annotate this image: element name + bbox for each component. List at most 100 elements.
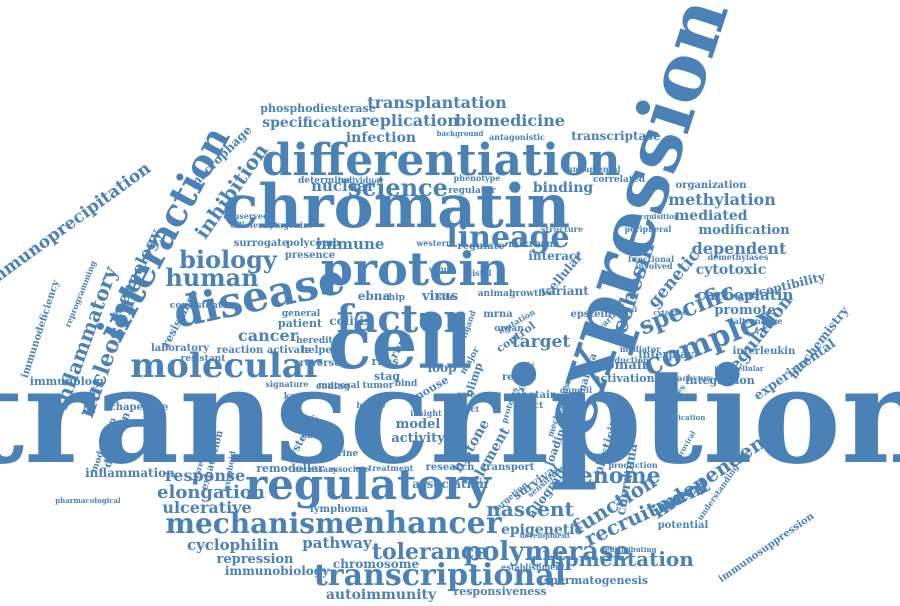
word-effect-193: effect bbox=[515, 401, 544, 411]
word-surrogate-100: surrogate bbox=[234, 238, 289, 249]
word-organization-55: organization bbox=[676, 180, 748, 191]
word-reverse-163: reverse bbox=[299, 358, 340, 369]
word-model-93: model bbox=[396, 417, 441, 432]
word-regulator-144: regulator bbox=[448, 186, 496, 196]
word-chip-148: chip bbox=[383, 293, 405, 303]
word-promote-57: promote bbox=[714, 303, 775, 318]
word-immunosuppression-111: immunosuppression bbox=[717, 510, 817, 585]
word-phenotype-145: phenotype bbox=[454, 173, 501, 183]
word-patient-89: patient bbox=[278, 317, 323, 330]
word-tolerance-22: tolerance bbox=[372, 539, 488, 565]
word-nascent-33: nascent bbox=[486, 497, 574, 521]
word-laboratory-82: laboratory bbox=[151, 343, 210, 354]
word-molecular-9: molecular bbox=[130, 346, 323, 386]
word-remodeller-108: remodeller bbox=[256, 462, 324, 475]
word-microrna-104: microrna bbox=[508, 239, 560, 250]
word-chipmentation-34: chipmentation bbox=[530, 547, 694, 571]
word-elongation-31: elongation bbox=[157, 482, 265, 503]
word-associate-157: associate bbox=[328, 464, 369, 474]
word-science-18: science bbox=[348, 173, 448, 202]
word-western-133: western bbox=[415, 238, 451, 248]
word-tumor-117: tumor bbox=[363, 381, 394, 391]
word-implication-172: implication bbox=[661, 413, 706, 422]
word-biomedicine-49: biomedicine bbox=[455, 111, 565, 130]
word-cytokine-169: cytokine bbox=[653, 308, 687, 317]
word-spermatogenesis-76: spermatogenesis bbox=[544, 574, 648, 587]
word-activity-94: activity bbox=[391, 431, 445, 446]
word-stag-118: stag bbox=[374, 370, 400, 383]
word-transplantation-47: transplantation bbox=[367, 93, 507, 112]
word-interleukin-61: interleukin bbox=[733, 346, 796, 357]
word-replication-48: replication bbox=[361, 111, 459, 130]
word-critical-176: critical bbox=[609, 305, 637, 314]
word-regulate-103: regulate bbox=[457, 241, 504, 252]
word-alternative-134: alternative bbox=[734, 316, 783, 326]
word-immunology-80: immunology bbox=[30, 375, 107, 388]
word-cancer-38: cancer bbox=[238, 326, 299, 345]
word-insight-203: insight bbox=[410, 408, 442, 418]
word-response-32: response bbox=[165, 466, 245, 485]
word-ulcerative-68: ulcerative bbox=[162, 498, 251, 517]
word-dependent-45: dependent bbox=[692, 239, 787, 258]
word-reaction-90: reaction bbox=[217, 345, 264, 356]
word-mediator-113: mediator bbox=[620, 344, 661, 354]
word-dnmt3l-175: dnmt3l bbox=[560, 385, 592, 395]
word-genome-25: genome bbox=[563, 463, 660, 489]
word-interplay-65: interplay bbox=[638, 348, 694, 361]
word-peripheral-136: peripheral bbox=[625, 224, 672, 234]
word-repression-71: repression bbox=[216, 552, 294, 567]
word-immunobiology-73: immunobiology bbox=[225, 564, 330, 578]
word-colitis-87: colitis bbox=[329, 314, 371, 328]
word-heredity-194: heredity bbox=[296, 336, 339, 346]
word-mediated-41: mediated bbox=[674, 208, 747, 224]
word-bridge-204: bridge bbox=[356, 400, 385, 410]
word-variant-107: variant bbox=[540, 284, 589, 298]
word-virus-149: virus bbox=[428, 264, 452, 274]
word-differentiation-4: differentiation bbox=[262, 135, 621, 186]
word-research-129: research bbox=[426, 462, 475, 473]
word-biology-16: biology bbox=[179, 245, 278, 274]
word-resistant-182: resistant bbox=[181, 354, 227, 364]
word-cell-2: cell bbox=[328, 300, 472, 385]
word-association-131: association bbox=[412, 477, 488, 491]
word-demethylases-112: demethylases bbox=[708, 252, 769, 262]
word-functional-173: functional bbox=[628, 254, 674, 264]
word-ebna-86: ebna bbox=[358, 289, 391, 303]
word-activation-63: activation bbox=[593, 372, 654, 385]
word-mrna-98: mrna bbox=[483, 309, 513, 320]
word-presence-102: presence bbox=[285, 250, 335, 261]
word-development-159: development bbox=[520, 531, 571, 540]
word-individual-141: individual bbox=[338, 175, 383, 185]
word-target-42: target bbox=[512, 332, 571, 352]
word-acquisition-177: acquisition bbox=[635, 212, 679, 221]
word-factor-6: factor bbox=[336, 296, 464, 341]
word-specification-50: specification bbox=[262, 115, 362, 131]
word-regulatory-8: regulatory bbox=[245, 460, 492, 509]
word-chromatin-3: chromatin bbox=[222, 172, 570, 242]
word-animal-146: animal bbox=[478, 289, 513, 299]
word-coding-116: coding bbox=[316, 382, 351, 392]
word-enhancer-11: enhancer bbox=[344, 506, 502, 541]
word-modification-56: modification bbox=[698, 223, 790, 238]
word-transcription-0: transcription bbox=[0, 339, 900, 494]
word-reveal-120: reveal bbox=[502, 372, 536, 383]
word-hotair-121: hotair bbox=[521, 390, 556, 401]
word-kappa-185: kappa bbox=[284, 392, 315, 402]
word-antagonistic-142: antagonistic bbox=[489, 132, 545, 142]
word-lymphoma-109: lymphoma bbox=[310, 504, 369, 515]
word-fundamental-138: fundamental bbox=[563, 164, 620, 174]
word-necessary-156: necessary bbox=[293, 464, 337, 474]
word-inflammation-77: inflammation bbox=[85, 466, 175, 480]
word-transcriptional-12: transcriptional bbox=[314, 558, 566, 593]
word-efficiency-132: efficiency bbox=[230, 220, 273, 230]
word-involved-178: involved bbox=[635, 261, 673, 271]
word-methylation-37: methylation bbox=[668, 190, 776, 209]
word-chaperone-81: chaperone bbox=[110, 402, 169, 413]
word-interact-105: interact bbox=[528, 249, 582, 263]
word-antagonize-196: antagonize bbox=[263, 220, 312, 230]
word-carboplatin-46: carboplatin bbox=[697, 286, 794, 304]
word-binding-54: binding bbox=[533, 180, 594, 196]
word-nuclear-40: nuclear bbox=[311, 177, 376, 195]
